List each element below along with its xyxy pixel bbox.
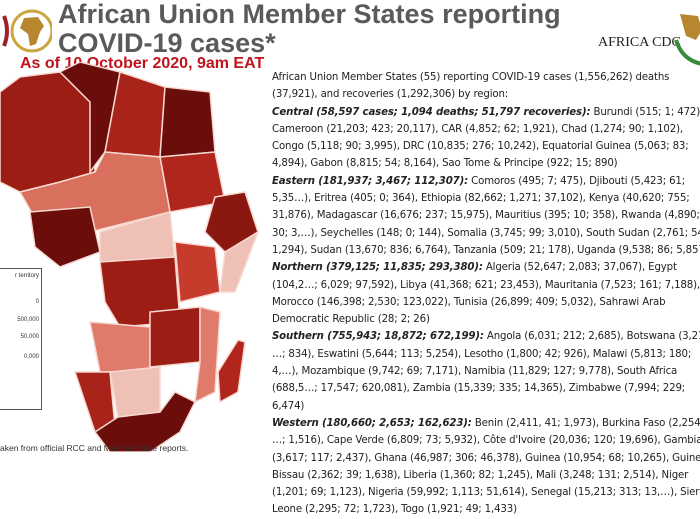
- region-body: Angola (6,031; 212; 2,685), Botswana (3,…: [272, 331, 700, 412]
- map-region-angola: [89, 321, 151, 373]
- map-legend: r territory 0 500,000 50,000 0,000: [0, 268, 42, 410]
- map-region-mozambique: [194, 306, 221, 404]
- region-head: Southern (755,943; 18,872; 672,199):: [272, 331, 484, 343]
- africa-cdc-logo-text: AFRICA CDC: [598, 35, 681, 50]
- region-eastern: Eastern (181,937; 3,467; 112,307): Comor…: [272, 173, 700, 259]
- page-title: African Union Member States reporting CO…: [58, 0, 561, 58]
- map-region-kenya: [174, 241, 221, 303]
- region-head: Western (180,660; 2,653; 162,623):: [272, 417, 472, 429]
- region-northern: Northern (379,125; 11,835; 293,380): Alg…: [272, 259, 700, 328]
- regional-summary: African Union Member States (55) reporti…: [272, 69, 700, 519]
- africa-cdc-logo: [674, 14, 700, 66]
- legend-item: 0: [35, 299, 39, 305]
- legend-title: r territory: [15, 273, 39, 279]
- map-region-south-africa: [93, 391, 197, 452]
- source-note: aken from official RCC and Member State …: [0, 443, 189, 453]
- map-region-madagascar: [217, 339, 246, 404]
- summary-text: African Union Member States (55) reporti…: [272, 72, 670, 101]
- region-body: Comoros (495; 7; 475), Djibouti (5,423; …: [272, 175, 700, 256]
- map-region-nigeria: [29, 206, 101, 268]
- region-head: Eastern (181,937; 3,467; 112,307):: [272, 175, 469, 187]
- legend-item: 0,000: [23, 354, 39, 360]
- region-body: Burundi (515; 1; 472), Cameroon (21,203;…: [272, 106, 700, 170]
- map-region-zambia: [149, 306, 201, 368]
- region-central: Central (58,597 cases; 1,094 deaths; 51,…: [272, 104, 700, 173]
- map-region-egypt: [159, 86, 216, 158]
- region-head: Central (58,597 cases; 1,094 deaths; 51,…: [272, 106, 591, 118]
- region-head: Northern (379,125; 11,835; 293,380):: [272, 262, 483, 274]
- map-region-somalia: [219, 230, 260, 293]
- region-southern: Southern (755,943; 18,872; 672,199): Ang…: [272, 328, 700, 414]
- african-union-logo: [2, 9, 52, 53]
- legend-item: 500,000: [17, 317, 39, 323]
- map-region-botswana: [109, 366, 161, 418]
- africa-map: [0, 62, 260, 452]
- region-body: Algeria (52,647; 2,083; 37,067), Egypt (…: [272, 262, 700, 326]
- title-line-1: African Union Member States reporting: [58, 0, 561, 29]
- legend-item: 50,000: [20, 334, 39, 340]
- title-line-2: COVID-19 cases*: [58, 28, 276, 58]
